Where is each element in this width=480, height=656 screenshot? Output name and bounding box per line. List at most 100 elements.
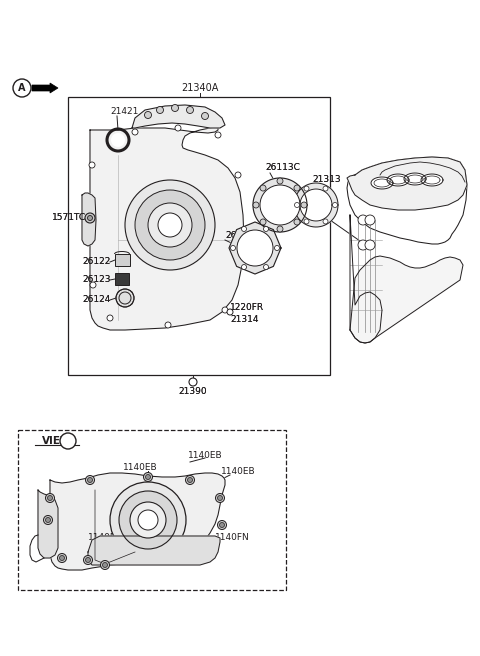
Circle shape [187, 106, 193, 113]
Circle shape [158, 213, 182, 237]
Circle shape [358, 215, 368, 225]
Polygon shape [421, 174, 443, 186]
Polygon shape [229, 222, 281, 274]
Circle shape [44, 516, 52, 525]
Circle shape [132, 129, 138, 135]
Circle shape [217, 495, 223, 501]
Circle shape [90, 282, 96, 288]
Text: A: A [18, 83, 26, 93]
Circle shape [253, 202, 259, 208]
Circle shape [222, 307, 228, 313]
Polygon shape [404, 173, 426, 185]
Text: 1571TC: 1571TC [52, 213, 86, 222]
Circle shape [144, 472, 153, 482]
Circle shape [165, 322, 171, 328]
Circle shape [260, 185, 266, 191]
Text: 1140EB: 1140EB [221, 468, 255, 476]
Text: 21390: 21390 [179, 388, 207, 396]
Circle shape [138, 510, 158, 530]
Circle shape [241, 264, 247, 270]
Circle shape [365, 240, 375, 250]
Circle shape [145, 474, 151, 480]
Text: 1140EB: 1140EB [188, 451, 222, 459]
Text: 26123: 26123 [82, 276, 110, 285]
Circle shape [144, 112, 152, 119]
Text: 21313: 21313 [312, 176, 341, 184]
Circle shape [85, 476, 95, 485]
Circle shape [46, 493, 55, 502]
Circle shape [171, 104, 179, 112]
Text: VIEW: VIEW [42, 436, 72, 446]
Circle shape [46, 518, 50, 522]
Text: 1140FN: 1140FN [215, 533, 250, 543]
Circle shape [110, 482, 186, 558]
Circle shape [85, 213, 95, 223]
Circle shape [119, 491, 177, 549]
Circle shape [275, 245, 279, 251]
Circle shape [227, 309, 233, 315]
Circle shape [260, 185, 300, 225]
Circle shape [60, 433, 76, 449]
Circle shape [89, 162, 95, 168]
Circle shape [219, 522, 225, 527]
Text: 21390: 21390 [179, 388, 207, 396]
Polygon shape [82, 193, 96, 246]
Circle shape [365, 215, 375, 225]
Text: 26124: 26124 [82, 295, 110, 304]
Circle shape [217, 520, 227, 529]
Circle shape [175, 125, 181, 131]
Circle shape [323, 219, 328, 224]
Circle shape [87, 216, 93, 220]
Circle shape [111, 133, 125, 147]
Polygon shape [350, 215, 382, 343]
Circle shape [358, 240, 368, 250]
Circle shape [295, 203, 300, 207]
Circle shape [301, 202, 307, 208]
Polygon shape [38, 490, 58, 558]
Circle shape [185, 476, 194, 485]
Circle shape [323, 186, 328, 191]
Text: 1220FR: 1220FR [230, 304, 264, 312]
Circle shape [100, 560, 109, 569]
Circle shape [260, 219, 266, 225]
Circle shape [215, 132, 221, 138]
Circle shape [294, 185, 300, 191]
Circle shape [116, 289, 134, 307]
Circle shape [156, 106, 164, 113]
Circle shape [85, 558, 91, 562]
Text: 26123: 26123 [82, 276, 110, 285]
Bar [115, 273, 129, 285]
Circle shape [84, 556, 93, 565]
Circle shape [87, 478, 93, 483]
Text: 1140EB: 1140EB [123, 464, 157, 472]
Polygon shape [50, 473, 225, 570]
Circle shape [119, 292, 131, 304]
Circle shape [107, 315, 113, 321]
Circle shape [48, 495, 52, 501]
Text: 26122: 26122 [82, 258, 110, 266]
Circle shape [130, 502, 166, 538]
Circle shape [148, 203, 192, 247]
Text: 26112C: 26112C [225, 232, 260, 241]
Text: 21314: 21314 [230, 316, 259, 325]
Polygon shape [300, 189, 332, 221]
Text: 1220FR: 1220FR [230, 304, 264, 312]
Circle shape [277, 178, 283, 184]
Text: 26122: 26122 [82, 258, 110, 266]
Text: 21421: 21421 [110, 108, 138, 117]
Polygon shape [294, 183, 338, 227]
Circle shape [304, 186, 309, 191]
Circle shape [58, 554, 67, 562]
Circle shape [189, 378, 197, 386]
Circle shape [333, 203, 337, 207]
Text: 1140FH: 1140FH [88, 533, 123, 543]
Polygon shape [350, 256, 463, 343]
Circle shape [135, 190, 205, 260]
Circle shape [237, 230, 273, 266]
Circle shape [235, 172, 241, 178]
Text: 21313: 21313 [312, 176, 341, 184]
Circle shape [60, 556, 64, 560]
Text: 21340A: 21340A [181, 83, 219, 93]
Circle shape [103, 562, 108, 567]
Circle shape [237, 255, 243, 261]
